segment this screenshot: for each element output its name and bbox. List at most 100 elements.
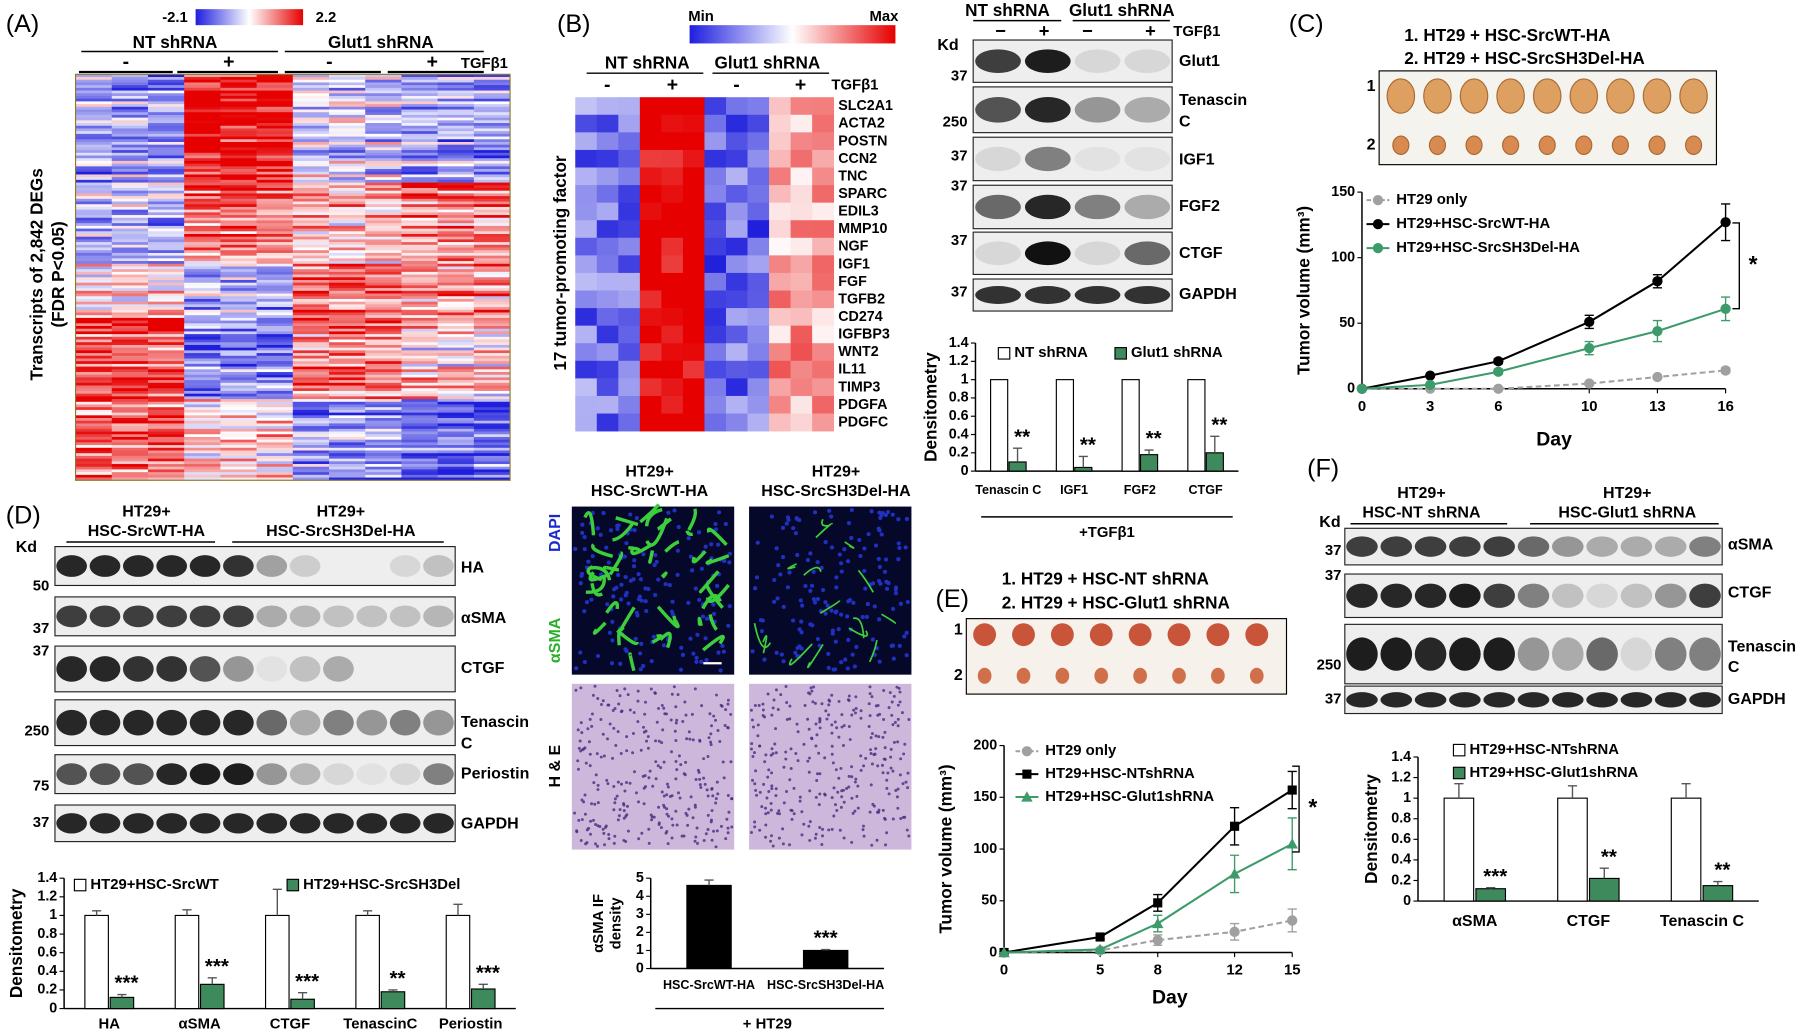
heatmap-cell (220, 74, 257, 78)
nucleus (786, 517, 791, 522)
panel-label: (C) (1289, 10, 1324, 38)
heatmap-cell (184, 469, 221, 473)
heatmap-cell (184, 361, 221, 365)
heatmap-cell (111, 477, 149, 481)
heatmap-cell (473, 466, 511, 470)
nucleus (825, 603, 830, 608)
heatmap-cell (473, 128, 511, 132)
heatmap-cell (184, 220, 221, 224)
he-nucleus (647, 827, 651, 831)
heatmap-cell (437, 453, 475, 457)
heatmap-cell (618, 149, 641, 168)
nucleus (830, 631, 835, 636)
he-nucleus (674, 809, 678, 813)
heatmap-cell (437, 209, 475, 213)
he-nucleus (807, 770, 811, 774)
nucleus (675, 548, 680, 553)
he-nucleus (830, 693, 834, 697)
heatmap-cell (437, 166, 475, 170)
heatmap-cell (401, 95, 438, 100)
heatmap-cell (329, 326, 366, 330)
he-nucleus (644, 729, 648, 733)
blot-band (89, 656, 121, 682)
he-nucleus (654, 777, 658, 781)
nucleus (697, 597, 702, 602)
heatmap-cell (256, 128, 294, 132)
legend-label: HT29+HSC-SrcWT (90, 877, 218, 893)
group-label: HSC-SrcSH3Del-HA (761, 483, 911, 500)
point (1652, 325, 1663, 337)
he-nucleus (657, 739, 661, 743)
point (1652, 371, 1663, 383)
heatmap-cell (111, 109, 149, 113)
heatmap-cell (365, 152, 402, 156)
heatmap-cell (256, 250, 294, 254)
heatmap-cell (147, 95, 185, 100)
heatmap-cell (75, 206, 113, 210)
heatmap-cell (596, 237, 619, 256)
blot-strip (54, 699, 456, 747)
blot-band (1689, 692, 1721, 708)
heatmap-cell (365, 177, 402, 181)
heatmap-cell (329, 144, 366, 148)
heatmap-cell (292, 128, 330, 132)
nucleus (812, 600, 818, 605)
heatmap-cell (329, 290, 366, 294)
he-nucleus (710, 809, 714, 813)
heatmap-cell (365, 404, 402, 408)
group-label: NT shRNA (605, 53, 690, 73)
nucleus (795, 552, 800, 558)
heatmap-cell (401, 263, 438, 267)
heatmap-cell (473, 261, 511, 265)
heatmap-cell (682, 308, 705, 326)
heatmap-cell (365, 385, 402, 389)
heatmap-cell (184, 450, 221, 454)
nucleus (712, 611, 717, 616)
he-nucleus (601, 732, 605, 736)
heatmap-cell (75, 247, 113, 251)
heatmap-cell (184, 179, 221, 183)
heatmap-cell (184, 155, 221, 159)
heatmap-cell (256, 372, 294, 376)
heatmap-cell (437, 377, 475, 381)
blot-band (1449, 583, 1481, 608)
heatmap-cell (473, 101, 511, 105)
heatmap-cell (329, 209, 366, 213)
heatmap-cell (75, 239, 113, 243)
heatmap-cell (401, 128, 438, 132)
heatmap-cell (292, 464, 330, 468)
heatmap-cell (147, 309, 185, 313)
heatmap-cell (437, 458, 475, 462)
heatmap-cell (147, 442, 185, 446)
heatmap-cell (437, 87, 475, 91)
heatmap-cell (473, 233, 511, 238)
heatmap-cell (329, 217, 366, 221)
heatmap-cell (812, 343, 835, 362)
heatmap-cell (329, 233, 366, 238)
heatmap-cell (111, 225, 149, 229)
bar (380, 991, 406, 1010)
he-nucleus (870, 732, 874, 736)
he-nucleus (769, 753, 773, 757)
error-bar (453, 903, 463, 916)
mw-marker: 37 (33, 621, 50, 637)
point (1286, 838, 1298, 849)
he-nucleus (792, 812, 796, 816)
heatmap-cell (147, 434, 185, 438)
heatmap-cell (329, 255, 366, 259)
heatmap-cell (147, 85, 185, 89)
nucleus (646, 586, 651, 592)
heatmap-cell (111, 382, 149, 386)
heatmap-cell (75, 323, 113, 327)
blot-band (289, 555, 321, 577)
heatmap-cell (147, 461, 185, 465)
heatmap-cell (365, 453, 402, 457)
fiber (881, 613, 896, 624)
heatmap-cell (365, 269, 402, 273)
fiber (639, 503, 661, 524)
x-tick-label: 13 (1649, 399, 1666, 415)
heatmap-cell (256, 225, 294, 229)
heatmap-cell (292, 298, 330, 302)
heatmap-cell (437, 339, 475, 343)
heatmap-cell (575, 343, 598, 362)
